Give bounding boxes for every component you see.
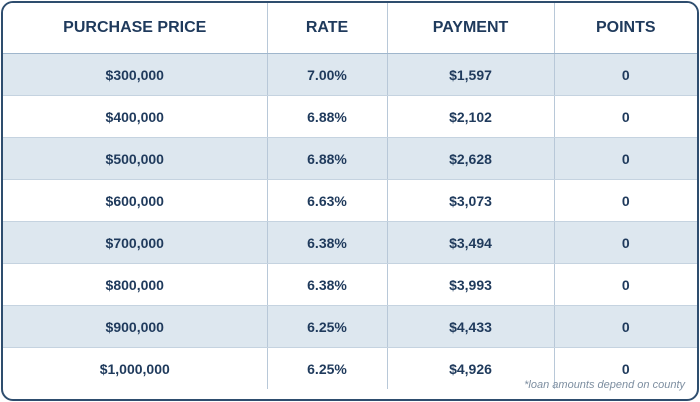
cell-payment: $1,597 bbox=[386, 53, 554, 96]
table-row: $900,000 6.25% $4,433 0 bbox=[3, 305, 697, 348]
cell-rate: 7.00% bbox=[266, 53, 387, 96]
cell-payment: $4,926 bbox=[386, 347, 554, 389]
cell-purchase-price: $700,000 bbox=[3, 221, 267, 264]
table-row: $400,000 6.88% $2,102 0 bbox=[3, 95, 697, 138]
table-row: $600,000 6.63% $3,073 0 bbox=[3, 179, 697, 222]
cell-purchase-price: $500,000 bbox=[3, 137, 267, 180]
table-body: $300,000 7.00% $1,597 0 $400,000 6.88% $… bbox=[3, 53, 697, 389]
cell-payment: $4,433 bbox=[386, 305, 554, 348]
cell-payment: $2,102 bbox=[386, 95, 554, 138]
cell-purchase-price: $900,000 bbox=[3, 305, 267, 348]
cell-points: 0 bbox=[553, 53, 697, 96]
table-row: $1,000,000 6.25% $4,926 0 bbox=[3, 347, 697, 389]
cell-rate: 6.88% bbox=[266, 137, 387, 180]
header-rate: RATE bbox=[266, 3, 387, 54]
table-row: $500,000 6.88% $2,628 0 bbox=[3, 137, 697, 180]
footnote: *loan amounts depend on county bbox=[524, 379, 685, 391]
cell-rate: 6.38% bbox=[266, 263, 387, 306]
header-payment: PAYMENT bbox=[386, 3, 554, 54]
cell-payment: $2,628 bbox=[386, 137, 554, 180]
cell-purchase-price: $400,000 bbox=[3, 95, 267, 138]
cell-purchase-price: $300,000 bbox=[3, 53, 267, 96]
table-header: PURCHASE PRICE RATE PAYMENT POINTS bbox=[3, 3, 697, 54]
cell-rate: 6.63% bbox=[266, 179, 387, 222]
cell-points: 0 bbox=[553, 137, 697, 180]
cell-payment: $3,073 bbox=[386, 179, 554, 222]
cell-payment: $3,494 bbox=[386, 221, 554, 264]
cell-payment: $3,993 bbox=[386, 263, 554, 306]
table-row: $300,000 7.00% $1,597 0 bbox=[3, 53, 697, 96]
cell-rate: 6.25% bbox=[266, 347, 387, 389]
cell-points: 0 bbox=[553, 221, 697, 264]
cell-rate: 6.38% bbox=[266, 221, 387, 264]
cell-purchase-price: $1,000,000 bbox=[3, 347, 267, 389]
cell-purchase-price: $800,000 bbox=[3, 263, 267, 306]
cell-rate: 6.25% bbox=[266, 305, 387, 348]
cell-points: 0 bbox=[553, 263, 697, 306]
table-row: $700,000 6.38% $3,494 0 bbox=[3, 221, 697, 264]
cell-points: 0 bbox=[553, 179, 697, 222]
cell-points: 0 bbox=[553, 95, 697, 138]
header-points: POINTS bbox=[553, 3, 697, 54]
table-row: $800,000 6.38% $3,993 0 bbox=[3, 263, 697, 306]
header-purchase-price: PURCHASE PRICE bbox=[3, 3, 267, 54]
cell-points: 0 bbox=[553, 305, 697, 348]
cell-purchase-price: $600,000 bbox=[3, 179, 267, 222]
cell-rate: 6.88% bbox=[266, 95, 387, 138]
cell-points: 0 bbox=[553, 347, 697, 389]
rate-table: PURCHASE PRICE RATE PAYMENT POINTS $300,… bbox=[3, 3, 697, 389]
